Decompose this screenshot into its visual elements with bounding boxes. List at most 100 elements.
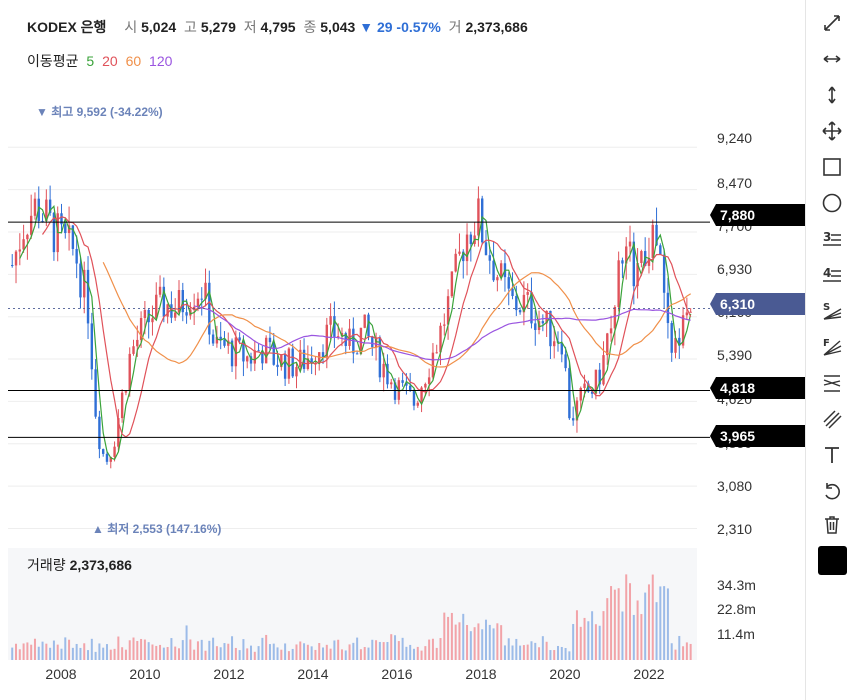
price-line-tag[interactable]: 3,965 bbox=[710, 425, 805, 447]
candle-body bbox=[98, 416, 101, 450]
volume-bar bbox=[458, 622, 461, 660]
x-tick: 2018 bbox=[465, 666, 497, 682]
volume-bar bbox=[450, 612, 453, 660]
x-tick: 2008 bbox=[45, 666, 77, 682]
volume-bar bbox=[598, 625, 601, 660]
volume-bar bbox=[90, 638, 93, 660]
volume-bar bbox=[674, 649, 677, 660]
candle-body bbox=[29, 215, 33, 235]
volume-bar bbox=[325, 644, 328, 660]
volume-bar bbox=[234, 647, 237, 660]
volume-bar bbox=[136, 640, 139, 660]
expand-horizontal-icon[interactable] bbox=[819, 46, 845, 72]
candle-body bbox=[325, 324, 329, 357]
candle-body bbox=[90, 323, 94, 370]
candle-body bbox=[64, 224, 67, 234]
candle-body bbox=[196, 298, 200, 307]
expand-vertical-icon[interactable] bbox=[819, 82, 845, 108]
volume-bar bbox=[340, 649, 343, 660]
candle-body bbox=[443, 324, 446, 326]
candle-body bbox=[359, 327, 363, 355]
move-icon[interactable] bbox=[819, 118, 845, 144]
candle-body bbox=[496, 277, 499, 281]
volume-bar bbox=[322, 647, 325, 660]
candle-body bbox=[439, 325, 442, 353]
volume-value: 2,373,686 bbox=[465, 19, 528, 35]
change-value: 29 bbox=[376, 19, 393, 35]
candle-body bbox=[492, 260, 495, 281]
candle-body bbox=[454, 253, 457, 272]
volume-bar bbox=[37, 646, 40, 660]
volume-bar bbox=[378, 641, 381, 660]
candle-body bbox=[329, 316, 332, 325]
volume-bar bbox=[462, 613, 465, 660]
candle-body bbox=[408, 385, 412, 391]
speed-line-s-icon[interactable]: S bbox=[819, 298, 845, 324]
volume-bar bbox=[439, 638, 442, 660]
volume-bar bbox=[412, 648, 415, 660]
fib-extension-4-icon[interactable]: 4 bbox=[819, 262, 845, 288]
chart-area[interactable]: KODEX 은행 시 5,024 고 5,279 저 4,795 종 5,043… bbox=[0, 0, 805, 700]
volume-label: 거 bbox=[448, 19, 462, 35]
volume-bar bbox=[515, 638, 518, 660]
y-tick: 6,930 bbox=[717, 261, 753, 277]
volume-bar bbox=[352, 642, 355, 660]
volume-bar bbox=[98, 643, 101, 660]
text-icon[interactable] bbox=[819, 442, 845, 468]
price-line-tag[interactable]: 7,880 bbox=[710, 204, 805, 226]
candle-body bbox=[534, 323, 537, 330]
expand-diagonal-icon[interactable] bbox=[819, 10, 845, 36]
volume-bar bbox=[159, 644, 162, 660]
candle-body bbox=[507, 277, 510, 289]
trash-icon[interactable] bbox=[819, 512, 845, 538]
price-chart[interactable] bbox=[0, 0, 805, 700]
volume-bar bbox=[33, 638, 36, 660]
volume-bar bbox=[564, 648, 567, 660]
volume-bar bbox=[56, 644, 59, 660]
volume-bar bbox=[359, 649, 362, 660]
candle-body bbox=[412, 390, 416, 406]
candle-body bbox=[230, 340, 234, 367]
volume-bar bbox=[602, 611, 605, 660]
fib-retracement-3-icon[interactable]: 3 bbox=[819, 226, 845, 252]
candle-body bbox=[75, 248, 78, 264]
x-tick: 2022 bbox=[633, 666, 665, 682]
volume-bar bbox=[318, 643, 321, 660]
volume-bar bbox=[83, 643, 86, 660]
color-swatch[interactable] bbox=[818, 546, 847, 575]
candle-body bbox=[446, 296, 450, 325]
volume-bar bbox=[591, 611, 594, 660]
fan-line-f-icon[interactable]: F bbox=[819, 334, 845, 360]
volume-bar bbox=[553, 650, 556, 660]
candle-body bbox=[18, 249, 22, 252]
candle-body bbox=[522, 294, 526, 313]
price-line-tag[interactable]: 4,818 bbox=[710, 377, 805, 399]
volume-bar bbox=[223, 643, 226, 660]
volume-bar bbox=[469, 631, 472, 660]
undo-icon[interactable] bbox=[819, 478, 845, 504]
volume-bar bbox=[196, 641, 199, 660]
volume-bar bbox=[530, 641, 533, 660]
ma-line-60 bbox=[102, 262, 692, 368]
candle-body bbox=[670, 323, 673, 353]
volume-bar bbox=[41, 641, 44, 660]
candle-body bbox=[450, 271, 454, 297]
volume-bar bbox=[26, 642, 29, 660]
candle-body bbox=[469, 234, 473, 245]
volume-bar bbox=[583, 617, 586, 660]
candle-body bbox=[280, 354, 283, 368]
volume-bar bbox=[117, 636, 120, 660]
circle-icon[interactable] bbox=[819, 190, 845, 216]
volume-bar bbox=[177, 648, 180, 660]
candle-body bbox=[94, 369, 97, 417]
volume-bar bbox=[143, 639, 146, 660]
candle-body bbox=[340, 333, 344, 337]
moving-average-legend[interactable]: 이동평균 5 20 60 120 bbox=[27, 51, 176, 71]
volume-bar bbox=[655, 602, 658, 660]
volume-bar bbox=[371, 639, 374, 660]
parallel-lines-icon[interactable] bbox=[819, 406, 845, 432]
volume-bar bbox=[424, 646, 427, 660]
gann-lines-icon[interactable] bbox=[819, 370, 845, 396]
candle-body bbox=[162, 286, 166, 317]
rectangle-icon[interactable] bbox=[819, 154, 845, 180]
